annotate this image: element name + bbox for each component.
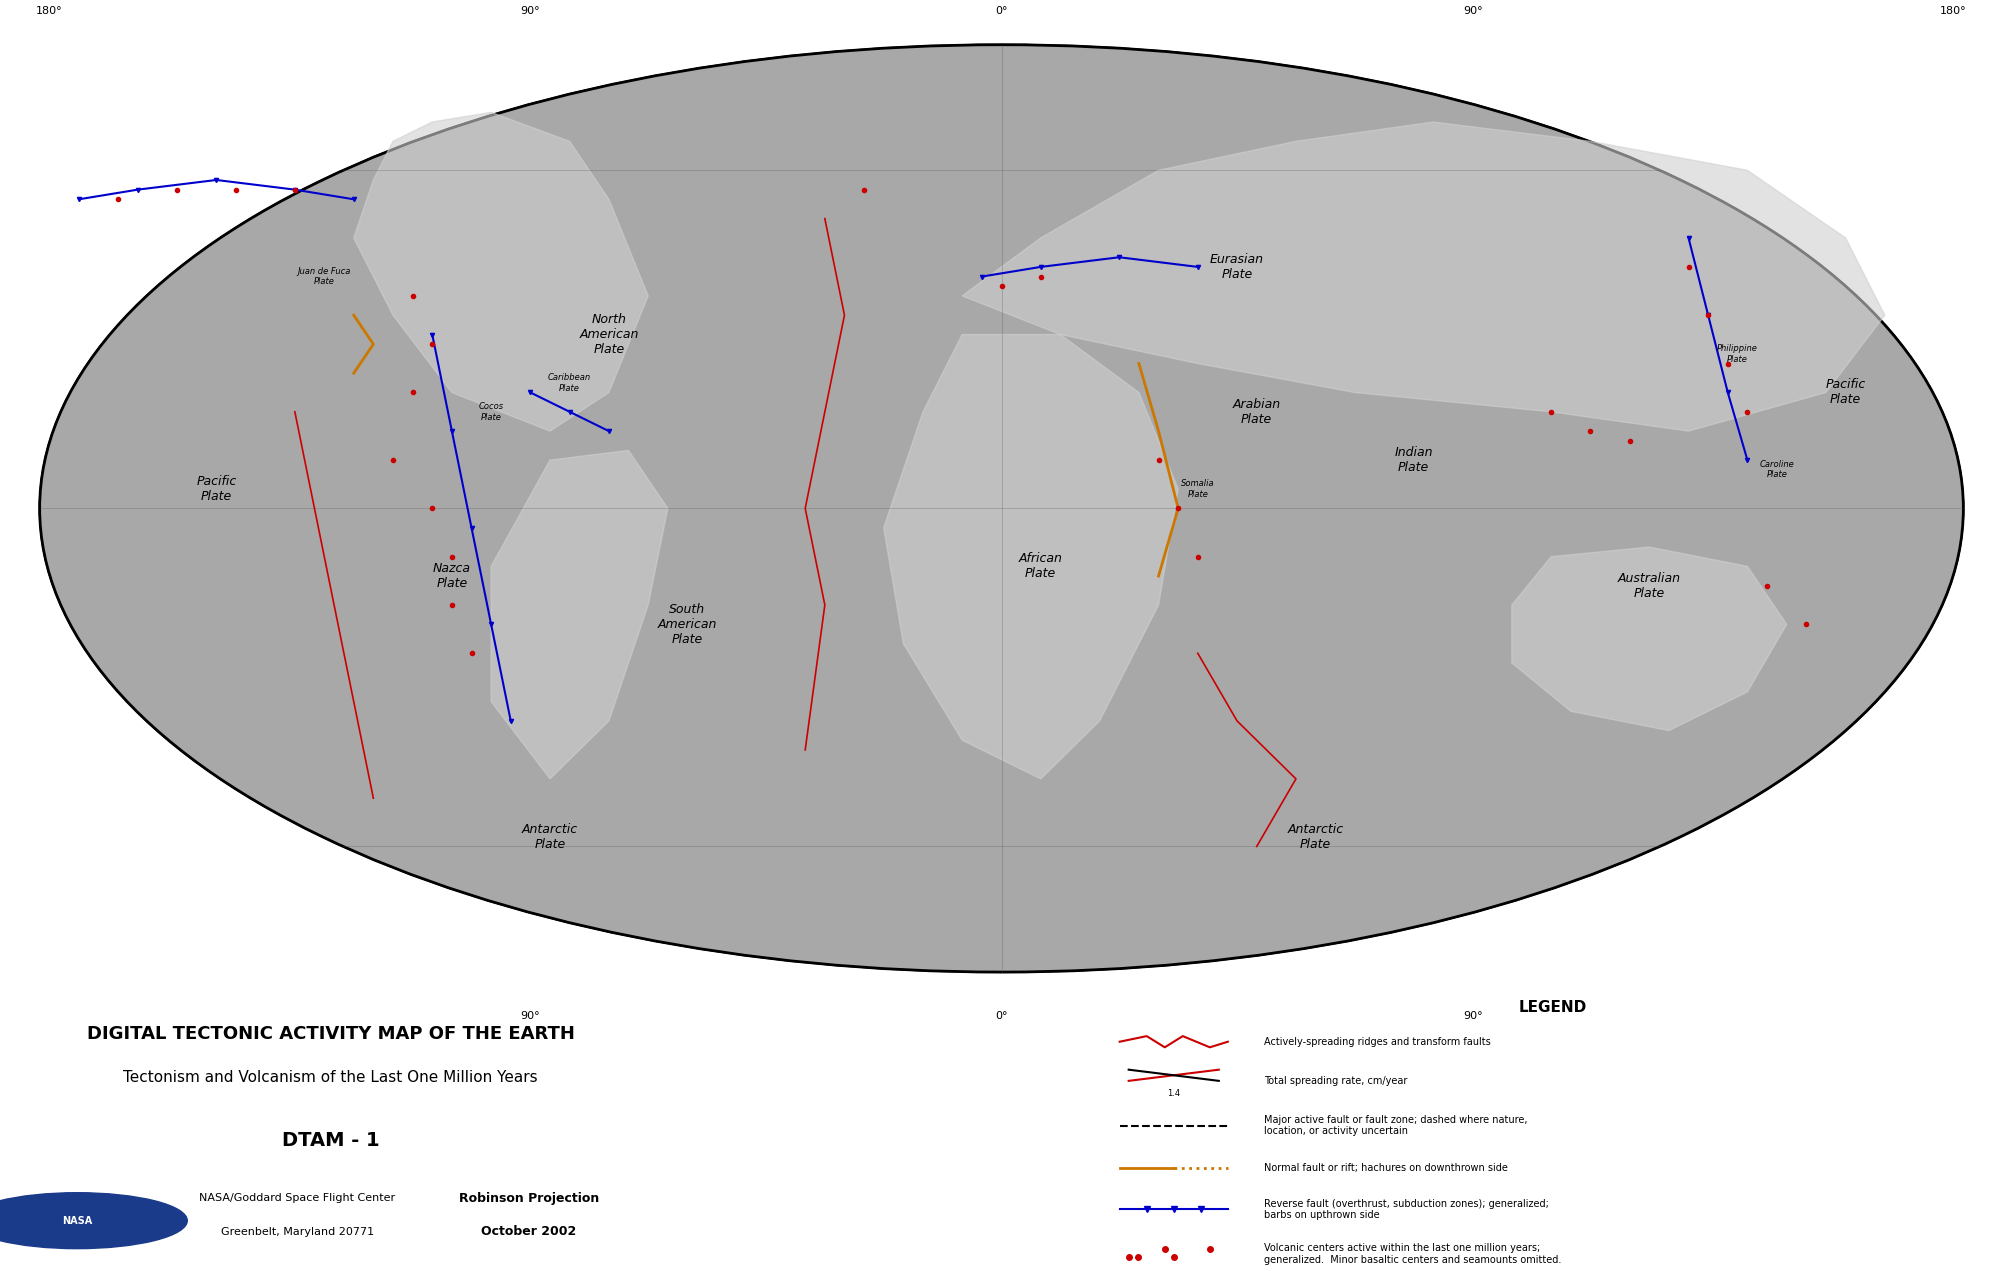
Text: Pacific
Plate: Pacific Plate <box>1825 379 1865 407</box>
Text: Philippine
Plate: Philippine Plate <box>1717 344 1759 364</box>
Text: Juan de Fuca
Plate: Juan de Fuca Plate <box>298 267 351 286</box>
Polygon shape <box>883 334 1178 779</box>
Text: Indian
Plate: Indian Plate <box>1394 446 1432 474</box>
Text: 180°: 180° <box>1941 6 1967 15</box>
Text: Total spreading rate, cm/year: Total spreading rate, cm/year <box>1264 1075 1408 1085</box>
Text: Caribbean
Plate: Caribbean Plate <box>549 374 591 393</box>
Text: Normal fault or rift; hachures on downthrown side: Normal fault or rift; hachures on downth… <box>1264 1163 1508 1173</box>
Text: Nazca
Plate: Nazca Plate <box>433 562 471 590</box>
Circle shape <box>0 1192 188 1248</box>
Text: October 2002: October 2002 <box>481 1225 577 1238</box>
Text: Volcanic centers active within the last one million years;
generalized.  Minor b: Volcanic centers active within the last … <box>1264 1243 1560 1265</box>
Text: NASA: NASA <box>62 1215 92 1225</box>
Text: Tectonism and Volcanism of the Last One Million Years: Tectonism and Volcanism of the Last One … <box>122 1070 539 1084</box>
Text: DIGITAL TECTONIC ACTIVITY MAP OF THE EARTH: DIGITAL TECTONIC ACTIVITY MAP OF THE EAR… <box>86 1024 575 1043</box>
Text: 90°: 90° <box>1462 6 1482 15</box>
Polygon shape <box>1512 547 1787 731</box>
Text: Arabian
Plate: Arabian Plate <box>1232 398 1280 426</box>
Text: 0°: 0° <box>995 6 1008 15</box>
Text: South
American
Plate: South American Plate <box>657 602 717 646</box>
Text: Major active fault or fault zone; dashed where nature,
location, or activity unc: Major active fault or fault zone; dashed… <box>1264 1115 1528 1136</box>
Polygon shape <box>491 450 667 779</box>
Text: 1.4: 1.4 <box>1168 1089 1180 1098</box>
Text: African
Plate: African Plate <box>1020 553 1064 581</box>
Polygon shape <box>961 122 1885 431</box>
Text: 90°: 90° <box>521 1010 541 1021</box>
Text: DTAM - 1: DTAM - 1 <box>282 1131 379 1150</box>
Text: Robinson Projection: Robinson Projection <box>459 1192 599 1205</box>
Text: Actively-spreading ridges and transform faults: Actively-spreading ridges and transform … <box>1264 1037 1490 1047</box>
Text: Antarctic
Plate: Antarctic Plate <box>1288 822 1344 850</box>
Text: Pacific
Plate: Pacific Plate <box>196 475 236 503</box>
Text: Cocos
Plate: Cocos Plate <box>479 402 503 422</box>
Text: Australian
Plate: Australian Plate <box>1618 572 1681 600</box>
Text: 180°: 180° <box>36 6 62 15</box>
Text: LEGEND: LEGEND <box>1518 1000 1586 1014</box>
Polygon shape <box>355 112 649 431</box>
Text: 90°: 90° <box>1462 1010 1482 1021</box>
Text: Eurasian
Plate: Eurasian Plate <box>1210 253 1264 281</box>
Ellipse shape <box>40 44 1963 972</box>
Text: 0°: 0° <box>995 1010 1008 1021</box>
Text: Caroline
Plate: Caroline Plate <box>1759 460 1795 479</box>
Text: Antarctic
Plate: Antarctic Plate <box>523 822 579 850</box>
Text: Reverse fault (overthrust, subduction zones); generalized;
barbs on upthrown sid: Reverse fault (overthrust, subduction zo… <box>1264 1199 1548 1220</box>
Text: Greenbelt, Maryland 20771: Greenbelt, Maryland 20771 <box>220 1227 375 1237</box>
Text: North
American
Plate: North American Plate <box>579 313 639 356</box>
Text: NASA/Goddard Space Flight Center: NASA/Goddard Space Flight Center <box>200 1193 395 1204</box>
Text: Somalia
Plate: Somalia Plate <box>1182 479 1214 498</box>
Ellipse shape <box>40 44 1963 972</box>
Text: 90°: 90° <box>521 6 541 15</box>
